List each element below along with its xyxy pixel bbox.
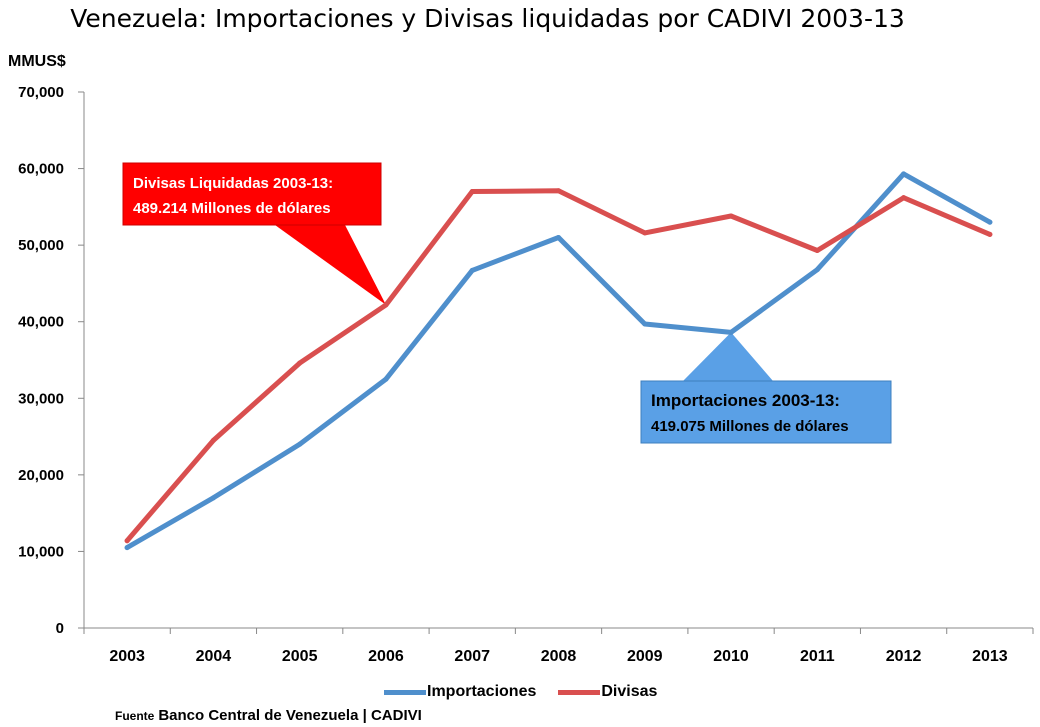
data-point-importaciones [901,171,907,177]
callout-importaciones-text: Importaciones 2003-13: [651,391,840,410]
data-point-importaciones [642,321,648,327]
x-tick-label: 2007 [454,648,490,665]
x-tick-label: 2012 [886,648,922,665]
callout-importaciones-text: 419.075 Millones de dólares [651,418,849,435]
data-point-divisas [642,230,648,236]
legend-swatch-importaciones [384,689,426,695]
data-point-divisas [469,189,475,195]
data-point-importaciones [469,267,475,273]
data-point-divisas [124,538,130,544]
callout-divisas-pointer [275,225,386,305]
data-point-divisas [814,248,820,254]
data-point-importaciones [210,495,216,501]
data-point-divisas [901,195,907,201]
data-point-importaciones [124,545,130,551]
y-tick-label: 40,000 [18,314,64,331]
data-point-importaciones [297,441,303,447]
x-tick-label: 2004 [196,648,232,665]
legend-item-divisas: Divisas [558,683,657,701]
x-tick-label: 2010 [713,648,749,665]
data-point-importaciones [728,329,734,335]
y-axis-unit-label: MMUS$ [8,53,66,70]
legend-swatch-divisas [558,689,601,695]
y-tick-label: 50,000 [18,237,64,254]
chart-title: Venezuela: Importaciones y Divisas liqui… [70,4,905,33]
data-point-importaciones [987,219,993,225]
y-tick-label: 0 [56,620,64,637]
data-point-divisas [556,188,561,194]
x-tick-label: 2006 [368,648,404,665]
source-label: Fuente [115,709,155,723]
series-line-importaciones [124,171,993,551]
x-tick-label: 2011 [800,648,835,665]
data-point-importaciones [814,267,820,273]
series-line-divisas [124,188,993,544]
callout-importaciones: Importaciones 2003-13: 419.075 Millones d… [640,332,892,444]
x-tick-label: 2003 [109,648,145,665]
callout-importaciones-pointer [683,332,773,381]
source-text: Banco Central de Venezuela | CADIVI [158,707,422,724]
data-point-divisas [383,302,389,308]
data-point-divisas [297,360,303,366]
data-point-divisas [728,213,734,219]
legend-label-importaciones: Importaciones [427,683,537,700]
data-point-importaciones [556,234,561,240]
data-point-divisas [210,437,216,443]
x-tick-label: 2013 [972,648,1008,665]
legend-item-importaciones: Importaciones [384,683,536,701]
y-tick-label: 60,000 [18,161,64,178]
callout-divisas-text: Divisas Liquidadas 2003-13: [133,175,333,192]
legend-label-divisas: Divisas [601,683,658,700]
callout-divisas-box [122,162,382,226]
x-tick-label: 2005 [282,648,318,665]
callout-divisas-text: 489.214 Millones de dólares [133,200,331,217]
chart-legend: Importaciones Divisas [384,683,679,701]
callout-importaciones-box [640,380,892,444]
x-tick-label: 2009 [627,648,663,665]
y-tick-label: 30,000 [18,390,64,407]
y-tick-label: 20,000 [18,467,64,484]
y-tick-label: 10,000 [18,543,64,560]
data-point-divisas [987,231,993,237]
callout-divisas: Divisas Liquidadas 2003-13: 489.214 Millo… [122,162,386,305]
data-point-importaciones [383,376,389,382]
y-tick-label: 70,000 [18,84,64,101]
x-tick-label: 2008 [541,648,577,665]
source-note: Fuente Banco Central de Venezuela | CADIV… [115,707,422,724]
